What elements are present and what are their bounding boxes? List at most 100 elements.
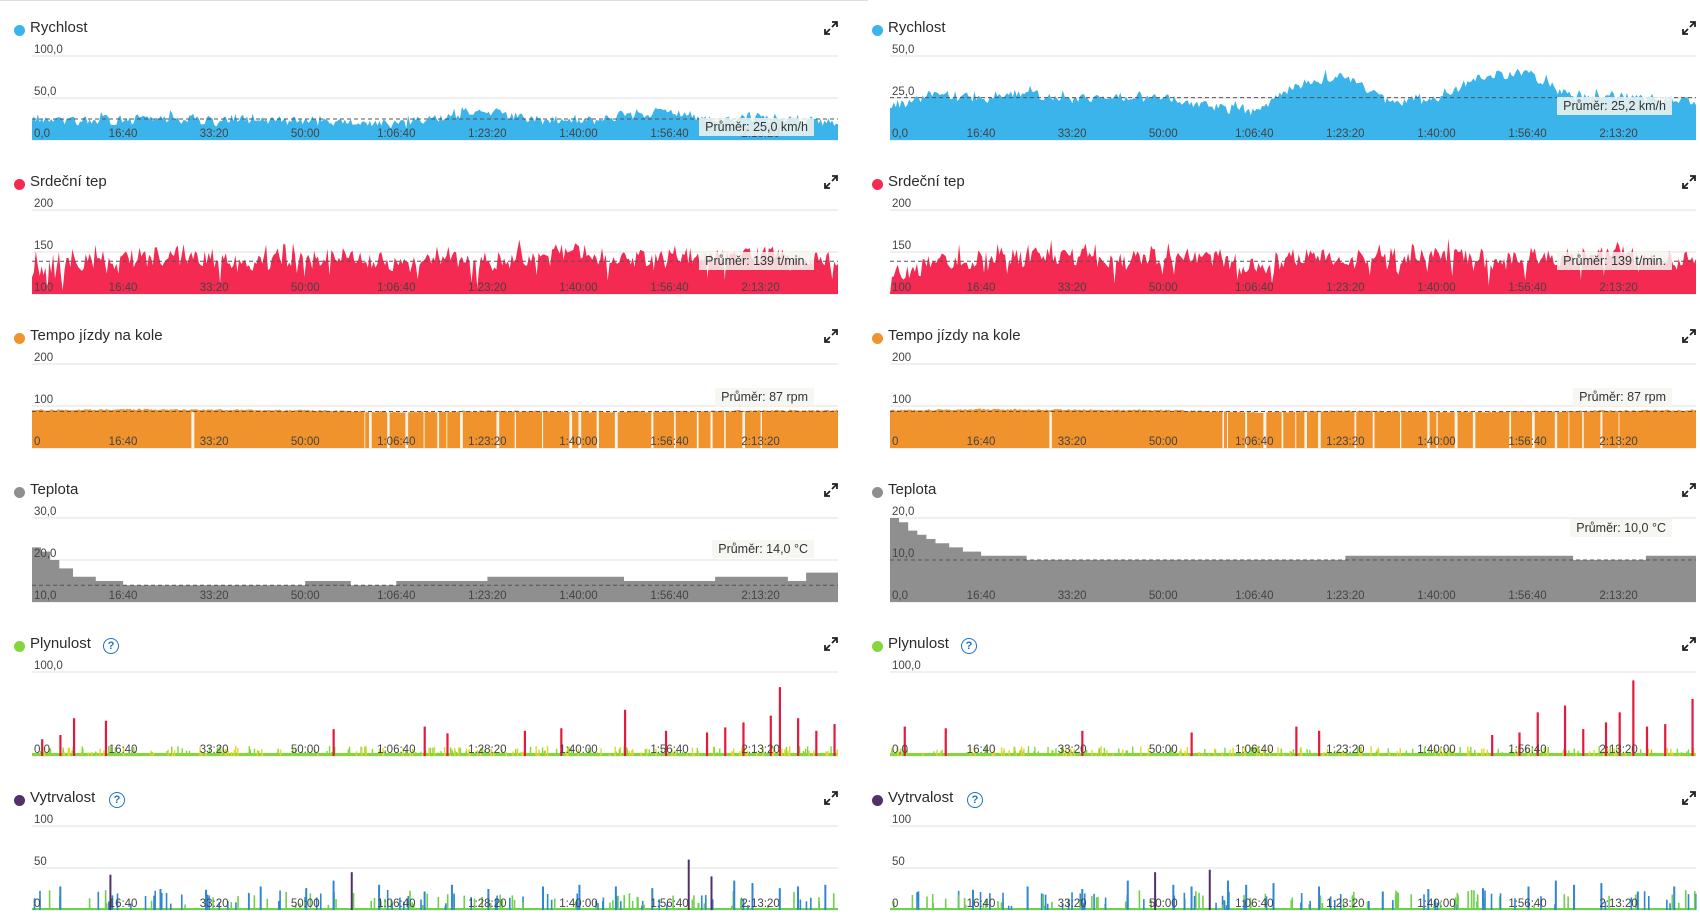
minor-spike bbox=[1428, 747, 1430, 756]
minor-spike bbox=[1655, 752, 1657, 756]
spike-bar bbox=[1208, 869, 1211, 910]
spike-bar bbox=[1645, 726, 1649, 756]
x-tick-label: 1:28:20 bbox=[468, 744, 506, 756]
minor-spike bbox=[697, 902, 700, 910]
minor-spike bbox=[48, 890, 51, 910]
minor-spike bbox=[696, 747, 699, 756]
minor-spike bbox=[1670, 748, 1672, 756]
minor-spike bbox=[1180, 748, 1182, 756]
expand-icon[interactable] bbox=[1682, 637, 1696, 651]
x-tick-label: 1:40:00 bbox=[1417, 128, 1455, 140]
cadence-gap bbox=[1222, 412, 1225, 448]
minor-spike bbox=[986, 747, 988, 756]
right-speed-panel: Rychlost 50,0 25,0 0,0 16:40 33:20 50:00 1:06:4… bbox=[858, 0, 1698, 154]
minor-spike bbox=[1040, 893, 1043, 910]
minor-spike bbox=[1091, 750, 1093, 756]
minor-spike bbox=[114, 747, 116, 756]
minor-spike bbox=[235, 902, 237, 910]
minor-spike bbox=[1280, 749, 1283, 756]
expand-icon[interactable] bbox=[824, 175, 838, 189]
expand-icon[interactable] bbox=[824, 483, 838, 497]
cadence-gap bbox=[446, 412, 448, 448]
plot-area: 30,0 20,0 10,0 16:40 33:20 50:00 1:06:40 1:23:2… bbox=[32, 506, 838, 603]
minor-spike bbox=[1602, 750, 1605, 756]
minor-spike bbox=[1444, 747, 1446, 756]
minor-spike bbox=[619, 747, 622, 756]
minor-spike bbox=[658, 899, 661, 910]
minor-spike bbox=[1071, 892, 1073, 910]
x-tick-label: 1:56:40 bbox=[1508, 282, 1546, 294]
minor-spike bbox=[1338, 750, 1340, 756]
minor-spike bbox=[1666, 747, 1668, 756]
expand-icon[interactable] bbox=[1682, 175, 1696, 189]
spike-bar bbox=[687, 859, 690, 910]
expand-icon[interactable] bbox=[1682, 21, 1696, 35]
minor-spike bbox=[348, 746, 351, 756]
minor-spike bbox=[407, 895, 410, 910]
expand-icon[interactable] bbox=[824, 637, 838, 651]
minor-spike bbox=[1423, 747, 1426, 756]
minor-spike bbox=[420, 751, 422, 756]
minor-spike bbox=[1052, 753, 1054, 756]
cadence-gap bbox=[710, 412, 713, 448]
minor-spike bbox=[1309, 749, 1311, 756]
minor-spike bbox=[371, 748, 374, 756]
minor-spike bbox=[1498, 896, 1501, 910]
cadence-gap bbox=[1304, 412, 1307, 448]
minor-spike bbox=[1062, 748, 1065, 756]
expand-icon[interactable] bbox=[824, 791, 838, 805]
minor-spike bbox=[609, 902, 611, 910]
minor-spike bbox=[1453, 749, 1455, 756]
help-icon[interactable]: ? bbox=[109, 792, 125, 808]
spike-bar bbox=[1491, 735, 1494, 756]
minor-spike bbox=[1631, 749, 1633, 756]
expand-icon[interactable] bbox=[824, 329, 838, 343]
chart-title: Plynulost bbox=[30, 635, 91, 652]
minor-spike bbox=[1100, 746, 1102, 756]
minor-spike bbox=[1669, 903, 1671, 910]
x-tick-label: 1:56:40 bbox=[650, 898, 688, 910]
minor-spike bbox=[626, 747, 628, 756]
x-tick-label: 2:13:20 bbox=[741, 282, 779, 294]
help-icon[interactable]: ? bbox=[967, 792, 983, 808]
x-tick-label: 1:06:40 bbox=[377, 898, 415, 910]
minor-spike bbox=[111, 895, 114, 910]
spike-bar bbox=[487, 889, 490, 910]
minor-spike bbox=[1289, 750, 1291, 756]
expand-icon[interactable] bbox=[1682, 791, 1696, 805]
minor-spike bbox=[483, 749, 486, 756]
minor-spike bbox=[612, 900, 614, 910]
legend-dot bbox=[872, 25, 883, 36]
minor-spike bbox=[428, 747, 430, 756]
minor-spike bbox=[1229, 749, 1231, 756]
help-icon[interactable]: ? bbox=[103, 638, 119, 654]
minor-spike bbox=[465, 751, 467, 756]
minor-spike bbox=[218, 902, 221, 910]
minor-spike bbox=[1435, 750, 1438, 756]
expand-icon[interactable] bbox=[1682, 483, 1696, 497]
minor-spike bbox=[253, 895, 256, 910]
minor-spike bbox=[906, 749, 908, 756]
minor-spike bbox=[1624, 751, 1627, 756]
minor-spike bbox=[802, 750, 805, 756]
minor-spike bbox=[1687, 894, 1690, 910]
minor-spike bbox=[43, 746, 46, 756]
minor-spike bbox=[1309, 900, 1311, 910]
help-icon[interactable]: ? bbox=[961, 638, 977, 654]
expand-icon[interactable] bbox=[824, 21, 838, 35]
minor-spike bbox=[463, 895, 466, 910]
minor-spike bbox=[1567, 896, 1569, 910]
minor-spike bbox=[1007, 905, 1010, 910]
minor-spike bbox=[1449, 747, 1451, 756]
x-tick-label: 1:40:00 bbox=[559, 590, 597, 602]
right-endurance-panel: Vytrvalost? 100 50 0 16:40 33:20 50:00 1:06:40 1… bbox=[858, 770, 1698, 924]
minor-spike bbox=[646, 748, 648, 756]
minor-spike bbox=[587, 747, 590, 756]
cadence-gap bbox=[760, 412, 762, 448]
expand-icon[interactable] bbox=[1682, 329, 1696, 343]
x-tick-label: 16:40 bbox=[109, 436, 138, 448]
minor-spike bbox=[1671, 894, 1674, 910]
left-hr-panel: Srdeční tep 200 150 100 16:40 33:20 50:00 1:06:… bbox=[0, 154, 840, 308]
minor-spike bbox=[597, 903, 599, 910]
minor-spike bbox=[589, 750, 592, 756]
